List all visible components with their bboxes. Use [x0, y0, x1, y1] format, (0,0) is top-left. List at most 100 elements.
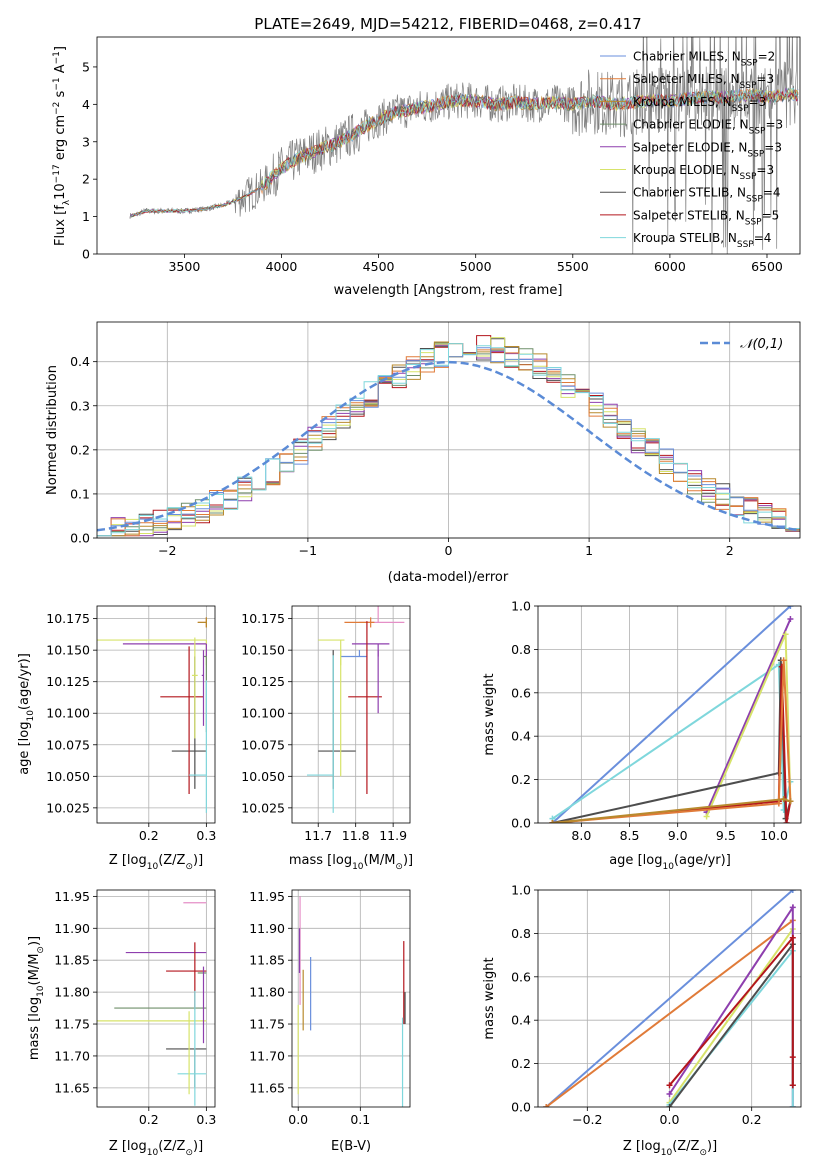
x-tick-label: 5500: [557, 259, 589, 274]
x-tick-label: 4500: [363, 259, 395, 274]
y-tick-label: 10.125: [241, 674, 285, 689]
y-tick-label: 1: [82, 209, 90, 224]
y-tick-label: 0.1: [70, 486, 90, 501]
x-tick-label: 9.5: [716, 828, 736, 843]
legend-entry: Chabrier MILES, NSSP=2: [633, 50, 775, 69]
ticks: 0.2 0.3 10.025 10.050 10.075 10.100 10.125 10.1…: [46, 611, 216, 843]
legend-entry: Chabrier ELODIE, NSSP=3: [633, 118, 783, 137]
spectrum-panel: 3500 4000 4500 5000 5500 6000 6500 0 1 2 3 4 5 Chabri…: [52, 36, 801, 298]
y-tick-label: 0.6: [511, 685, 531, 700]
mass-weight-marker: [789, 1082, 796, 1089]
x-tick-label: 8.0: [571, 828, 591, 843]
mass-weight-vs-age-panel: 8.0 8.5 9.0 9.5 10.0 0.0 0.2 0.4 0.6 0.8 1.0 mass w…: [482, 599, 802, 872]
x-tick-label: 0.1: [350, 1112, 370, 1127]
legend-entry: Kroupa MILES, NSSP=3: [633, 95, 766, 114]
y-tick-label: 11.65: [54, 1080, 90, 1095]
model-spectrum-line: [129, 87, 799, 218]
mass-weight-marker: [782, 631, 789, 638]
y-tick-label: 1.0: [511, 599, 531, 614]
plot-content: [97, 335, 800, 538]
y-tick-label: 0.4: [70, 354, 90, 369]
y-tick-label: 11.75: [54, 1017, 90, 1032]
mass-weight-marker: [780, 657, 787, 664]
y-tick-label: 0.2: [70, 442, 90, 457]
x-tick-label: 4000: [266, 259, 298, 274]
y-tick-label: 10.175: [241, 611, 285, 626]
y-tick-label: 10.050: [46, 769, 90, 784]
mass-weight-marker: [666, 1104, 673, 1107]
y-tick-label: 0.0: [511, 1100, 531, 1115]
mass-weight-line: [551, 606, 792, 823]
mass-weight-vs-metallicity-panel: −0.2 0.0 0.2 0.0 0.2 0.4 0.6 0.8 1.0 mass weight Z…: [482, 883, 802, 1158]
mass-vs-metallicity-panel: 0.2 0.3 11.65 11.70 11.75 11.80 11.85 11.90 11.9…: [27, 889, 216, 1158]
y-axis-label: Flux [fλ10−17 erg cm−2 s−1 A−1]: [52, 46, 72, 246]
x-tick-label: 0.2: [139, 828, 159, 843]
mass-weight-marker: [789, 1054, 796, 1061]
mass-weight-line: [668, 934, 794, 1086]
y-tick-label: 0.8: [511, 642, 531, 657]
y-tick-label: 5: [82, 59, 90, 74]
y-tick-label: 0.0: [511, 816, 531, 831]
mass-weight-marker: [703, 813, 710, 820]
y-tick-label: 1.0: [511, 883, 531, 898]
y-tick-label: 0.6: [511, 969, 531, 984]
x-tick-label: 6500: [751, 259, 783, 274]
errorbar-point: [344, 617, 375, 628]
ticks: 0.0 0.1 11.65 11.70 11.75 11.80 11.85 11.90 11.9…: [249, 889, 370, 1127]
y-tick-label: 0.2: [511, 772, 531, 787]
mass-weight-marker: [549, 820, 556, 823]
y-tick-label: 10.025: [241, 800, 285, 815]
spectrum-title: PLATE=2649, MJD=54212, FIBERID=0468, z=0…: [254, 15, 641, 33]
legend-entry: Kroupa STELIB, NSSP=4: [633, 231, 771, 250]
y-axis-label: Normed distribution: [45, 365, 60, 495]
x-tick-label: 5000: [460, 259, 492, 274]
x-tick-label: −0.2: [572, 1112, 602, 1127]
plot-background: [292, 606, 410, 823]
mass-weight-marker: [787, 616, 794, 623]
plot-background: [538, 606, 801, 823]
x-tick-label: −1: [299, 543, 317, 558]
x-tick-label: 3500: [168, 259, 200, 274]
ticks: −0.2 0.0 0.2 0.0 0.2 0.4 0.6 0.8 1.0: [511, 883, 762, 1128]
x-tick-label: 9.0: [668, 828, 688, 843]
x-tick-label: 11.9: [379, 828, 407, 843]
plot-content: [97, 902, 207, 1106]
errorbar-point: [191, 637, 198, 739]
ticks: −2 −1 0 1 2 0.0 0.1 0.2 0.3 0.4: [70, 354, 734, 558]
plot-frame: [291, 605, 411, 824]
mass-weight-line: [545, 919, 794, 1107]
plot-content: [306, 606, 405, 813]
legend-entry: 𝒩(0,1): [740, 337, 783, 352]
mass-weight-marker: [780, 796, 787, 803]
mass-weight-line: [552, 660, 792, 823]
plot-background: [97, 606, 215, 823]
age-vs-metallicity-panel: 0.2 0.3 10.025 10.050 10.075 10.100 10.125 10.1…: [17, 605, 216, 872]
model-spectrum-line: [129, 87, 799, 218]
plot-frame: [537, 605, 802, 824]
plot-background: [97, 890, 215, 1107]
gridlines: [292, 606, 410, 823]
x-tick-label: 11.7: [304, 828, 332, 843]
x-axis-label: mass [log10(M/M⊙)]: [289, 853, 413, 872]
mass-weight-marker: [666, 1090, 673, 1097]
y-tick-label: 10.075: [46, 737, 90, 752]
y-tick-label: 11.65: [249, 1080, 285, 1095]
plot-frame: [96, 605, 216, 824]
y-tick-label: 0.8: [511, 926, 531, 941]
y-tick-label: 11.90: [54, 921, 90, 936]
y-tick-label: 11.80: [54, 985, 90, 1000]
errorbar-point: [201, 650, 205, 726]
y-tick-label: 11.85: [54, 953, 90, 968]
y-tick-label: 0.3: [70, 398, 90, 413]
mass-vs-ebv-panel: 0.0 0.1 11.65 11.70 11.75 11.80 11.85 11.90 11.9…: [249, 889, 411, 1154]
y-tick-label: 0.0: [70, 531, 90, 546]
y-tick-label: 10.175: [46, 611, 90, 626]
x-axis-label: Z [log10(Z/Z⊙)]: [623, 1139, 717, 1158]
ticks: 0.2 0.3 11.65 11.70 11.75 11.80 11.85 11.90 11.9…: [54, 889, 216, 1127]
legend-entry: Salpeter ELODIE, NSSP=3: [633, 140, 782, 159]
legend-entry: Salpeter STELIB, NSSP=5: [633, 208, 779, 227]
mass-weight-line: [668, 928, 794, 1104]
x-axis-label: Z [log10(Z/Z⊙)]: [109, 853, 203, 872]
mass-weight-marker: [543, 1104, 550, 1107]
